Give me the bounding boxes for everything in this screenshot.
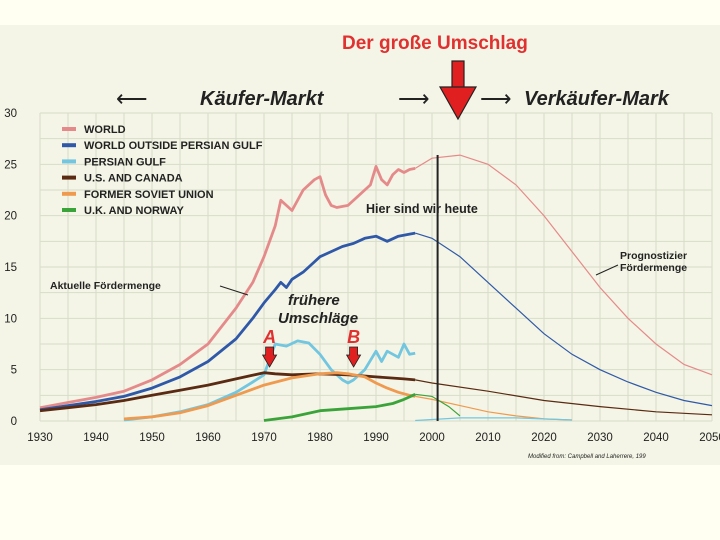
forecast-pointer [595,264,619,276]
earlier-turns-line-2: Umschläge [278,310,358,327]
y-tick-label: 15 [4,262,17,274]
chart-frame: 0 5 10 15 20 25 30 1930 1940 1950 1960 1970 1980 199… [0,25,720,465]
x-tick-label: 1990 [363,432,389,444]
seller-market-label: Verkäufer-Mark [524,88,670,110]
legend-label: U.K. AND NORWAY [84,205,184,217]
earlier-turns-line-1: frühere [288,292,340,309]
y-tick-label: 20 [4,211,17,223]
x-tick-label: 2010 [475,432,501,444]
legend: WORLD WORLD OUTSIDE PERSIAN GULF PERSIAN G… [62,124,263,217]
legend-label: U.S. AND CANADA [84,173,183,185]
x-tick-label: 2030 [587,432,613,444]
x-tick-label: 2000 [419,432,445,444]
mark-a-label: A [262,327,276,347]
y-axis-ticks: 0 5 10 15 20 25 30 [4,108,17,428]
turning-point-arrow-icon [438,60,478,121]
source-note: Modified from: Campbell and Laherrere, 1… [528,454,646,460]
x-tick-label: 1950 [139,432,165,444]
oil-production-chart: 0 5 10 15 20 25 30 1930 1940 1950 1960 1970 1980 199… [4,33,720,460]
buyer-market-label: Käufer-Markt [200,88,325,110]
x-axis-ticks: 1930 1940 1950 1960 1970 1980 1990 2000 2010 2020… [27,432,720,444]
series-line-persian-gulf [123,339,416,422]
mark-b-label: B [347,327,360,347]
series-line-uk-norway [263,393,416,422]
x-tick-label: 1930 [27,432,53,444]
left-arrow-icon: ⟵ [116,86,148,111]
mark-a-arrow-icon [261,346,278,368]
forecast-line-world-outside [415,232,713,407]
x-tick-label: 2050 [699,432,720,444]
forecast-line-world [414,154,713,376]
series-line-world-outside [39,231,416,412]
right-arrow-icon: ⟶ [480,86,512,111]
x-tick-label: 1970 [251,432,277,444]
y-tick-label: 25 [4,159,17,171]
series-line-soviet [123,371,416,421]
current-output-annotation: Aktuelle Fördermenge [50,280,161,292]
legend-label: WORLD [84,124,126,136]
x-tick-label: 2020 [531,432,557,444]
y-tick-label: 30 [4,108,17,120]
x-tick-label: 1980 [307,432,333,444]
series-lines [39,165,416,422]
middle-arrow-icon: ⟶ [398,86,430,111]
y-tick-label: 0 [11,416,17,428]
now-annotation: Hier sind wir heute [366,202,478,216]
legend-label: PERSIAN GULF [84,156,166,168]
y-tick-label: 10 [4,313,17,325]
forecast-line-us-canada [415,379,713,416]
chart-title: Der große Umschlag [342,33,528,54]
forecast-line-persian-gulf [415,417,573,422]
forecast-annotation-line-2: Fördermenge [620,262,687,274]
x-tick-label: 2040 [643,432,669,444]
grid [39,112,713,422]
x-tick-label: 1940 [83,432,109,444]
current-output-pointer [219,285,249,296]
y-tick-label: 5 [11,365,17,377]
mark-b-arrow-icon [345,346,362,368]
forecast-line-uk-norway [415,393,461,417]
legend-label: FORMER SOVIET UNION [84,189,214,201]
forecast-lines [414,154,713,422]
series-line-world [39,165,416,410]
x-tick-label: 1960 [195,432,221,444]
forecast-annotation-line-1: Prognostizier [620,250,687,262]
legend-label: WORLD OUTSIDE PERSIAN GULF [84,140,263,152]
